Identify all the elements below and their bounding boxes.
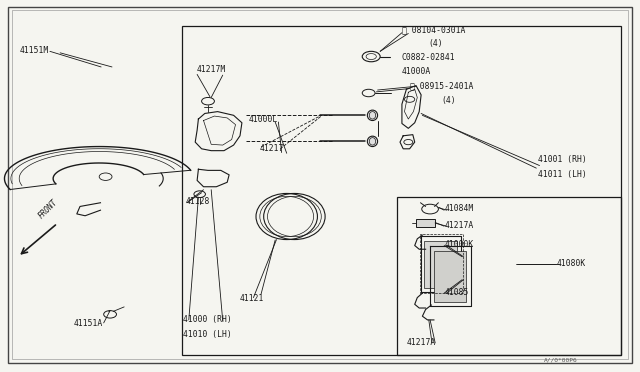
Text: (4): (4)	[442, 96, 456, 105]
Text: FRONT: FRONT	[36, 198, 60, 220]
Text: 41011 (LH): 41011 (LH)	[538, 170, 586, 179]
Text: C0882-02841: C0882-02841	[402, 54, 456, 62]
Ellipse shape	[367, 110, 378, 121]
Bar	[397, 197, 621, 355]
Text: 41080K: 41080K	[557, 259, 586, 268]
Text: A//0*00P6: A//0*00P6	[544, 358, 578, 363]
Text: 41000L: 41000L	[248, 115, 278, 124]
Bar	[416, 219, 435, 227]
Bar	[420, 234, 463, 293]
Text: 41217A: 41217A	[407, 338, 436, 347]
Text: 41010 (LH): 41010 (LH)	[183, 330, 232, 339]
Text: 41001 (RH): 41001 (RH)	[538, 155, 586, 164]
Ellipse shape	[367, 136, 378, 147]
Text: 41217M: 41217M	[197, 65, 227, 74]
Bar	[182, 26, 621, 355]
Text: 41151M: 41151M	[19, 46, 49, 55]
Bar	[424, 241, 457, 288]
Text: 41128: 41128	[186, 198, 210, 206]
Text: 41000 (RH): 41000 (RH)	[183, 315, 232, 324]
Text: 41000A: 41000A	[402, 67, 431, 76]
Text: 41151A: 41151A	[74, 319, 103, 328]
Text: Ⓢ 08915-2401A: Ⓢ 08915-2401A	[410, 82, 473, 91]
Text: 41084M: 41084M	[445, 204, 474, 213]
Text: 41000K: 41000K	[445, 240, 474, 249]
Text: 41121: 41121	[239, 294, 264, 303]
Text: 41217: 41217	[259, 144, 284, 153]
Bar	[434, 251, 466, 302]
Text: Ⓑ 08104-0301A: Ⓑ 08104-0301A	[402, 25, 465, 34]
Text: (4): (4)	[429, 39, 444, 48]
Text: 41217A: 41217A	[445, 221, 474, 230]
Text: 41085: 41085	[445, 288, 469, 297]
